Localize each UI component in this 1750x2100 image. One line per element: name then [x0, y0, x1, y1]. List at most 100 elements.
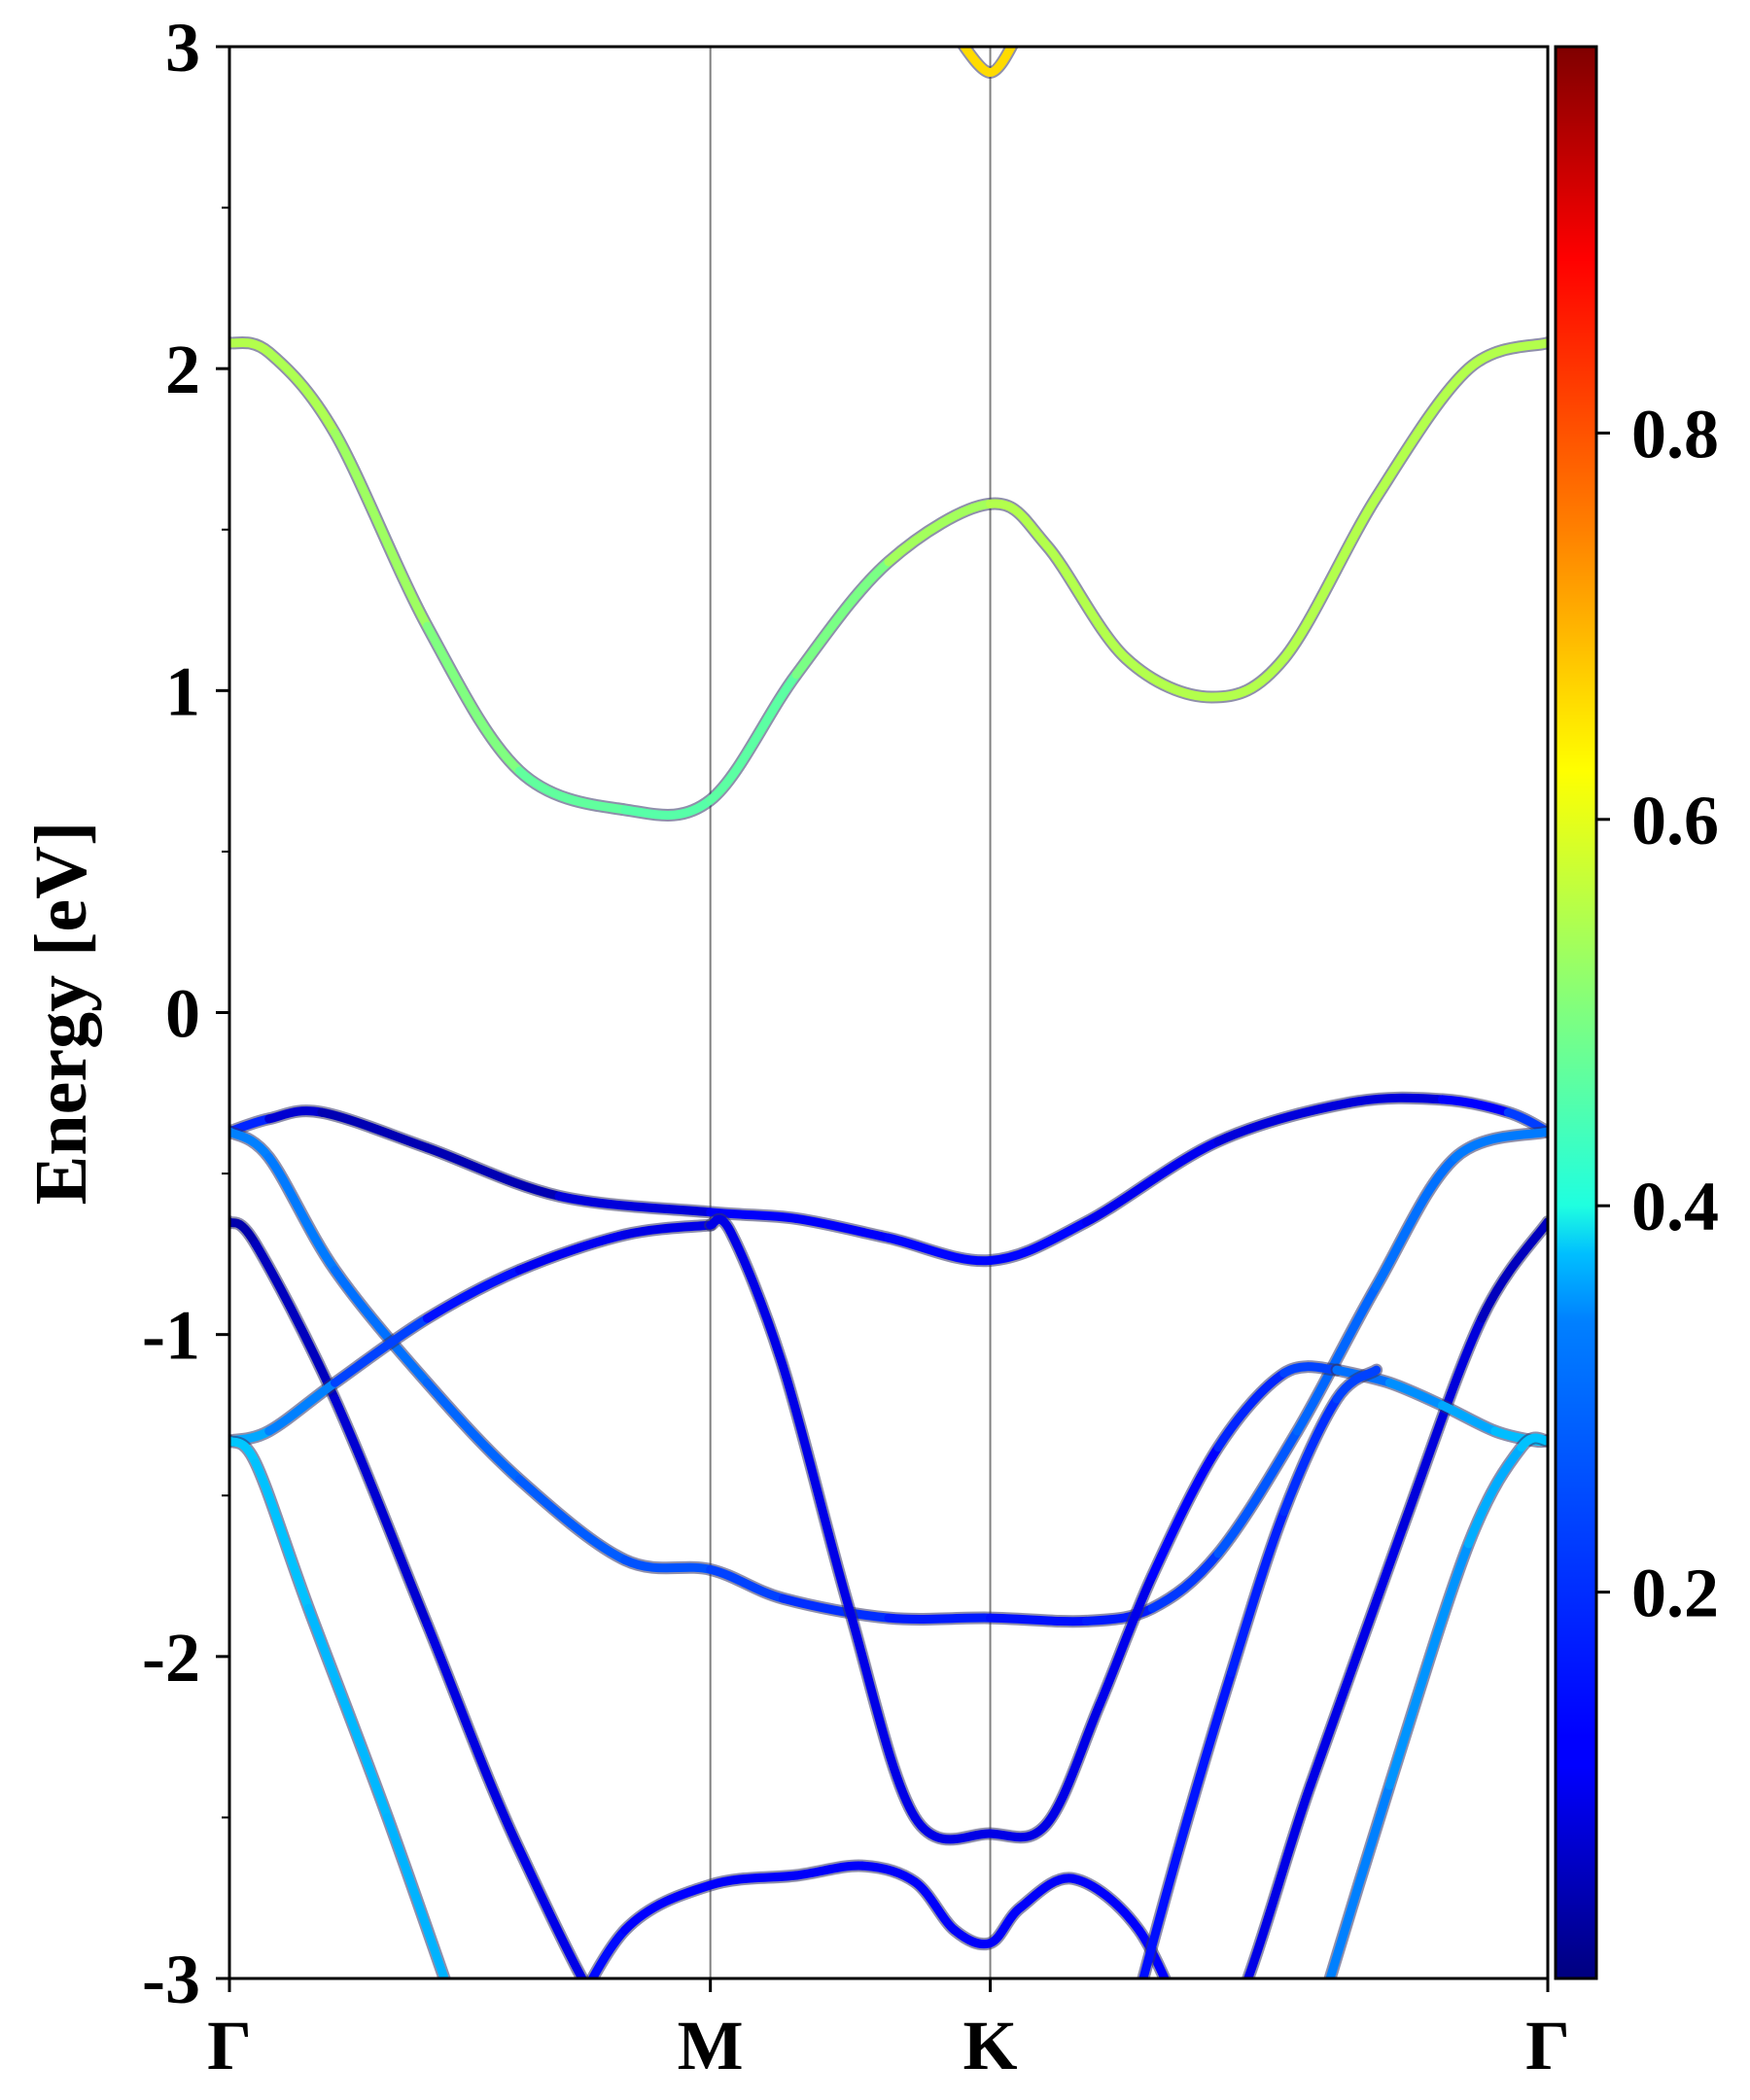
- colorbar-gradient: [1554, 45, 1598, 1980]
- x-tick-label: Γ: [207, 2007, 252, 2084]
- band-segment: [331, 1313, 432, 1387]
- band-segment: [422, 1143, 564, 1201]
- band-segment: [251, 1458, 313, 1613]
- band-segment: [986, 1217, 1091, 1265]
- band-segment: [986, 499, 1052, 550]
- band-band-conduction-high: [957, 47, 1019, 79]
- band-segment: [1126, 2043, 1218, 2062]
- y-axis: -3 -2 -1 0 1 2 3: [142, 9, 229, 2018]
- band-segment: [1207, 653, 1289, 702]
- band-segment: [514, 1845, 587, 1978]
- band-segment: [587, 1925, 630, 1978]
- band-valence-10: [1137, 1363, 1383, 1978]
- band-segment: [1042, 541, 1131, 663]
- band-segment: [950, 1925, 995, 1949]
- band-segment: [1346, 1093, 1447, 1107]
- band-segment: [986, 1819, 1052, 1842]
- band-segment: [1147, 1443, 1223, 1581]
- y-tick-label: 0: [165, 975, 200, 1053]
- band-segment: [303, 1603, 393, 1822]
- band-segment: [1173, 1667, 1237, 1854]
- colorbar-tick-label: 0.8: [1631, 395, 1719, 472]
- band-segment: [779, 1593, 893, 1623]
- band-segment: [1372, 364, 1474, 503]
- colorbar-tick-label: 0.6: [1631, 782, 1719, 859]
- band-segment: [1068, 1873, 1144, 1935]
- band-segment: [422, 1265, 524, 1323]
- band-segment: [1325, 1780, 1394, 1978]
- band-valence-7: [229, 1434, 451, 1978]
- band-segment: [422, 1620, 524, 1854]
- band-segment: [706, 1871, 801, 1890]
- band-segment: [791, 1861, 867, 1880]
- band-segment: [514, 1230, 630, 1275]
- band-segment: [1042, 1700, 1104, 1829]
- band-segment: [706, 1208, 801, 1223]
- band-segment: [1332, 1365, 1382, 1404]
- band-segment: [554, 1191, 716, 1217]
- band-segment: [1438, 1095, 1513, 1117]
- band-segment: [1213, 1426, 1302, 1558]
- colorbar-ticks: 0.2 0.4 0.6 0.8: [1596, 395, 1719, 1632]
- band-segment: [620, 1880, 716, 1935]
- band-segment: [986, 1613, 1091, 1627]
- band-segment: [1213, 1098, 1355, 1146]
- high-symmetry-lines: [709, 47, 992, 1978]
- band-line: [959, 47, 1017, 77]
- band-segment: [1279, 1394, 1342, 1517]
- band-band-conduction-1: [229, 335, 1548, 822]
- band-segment: [1279, 493, 1382, 663]
- band-outline: [229, 335, 1548, 822]
- band-segment: [706, 1214, 735, 1237]
- y-tick-label: 3: [165, 9, 200, 87]
- band-segment: [1292, 1281, 1382, 1436]
- band-segment: [264, 1106, 327, 1124]
- band-segment: [706, 670, 801, 805]
- band-segment: [986, 1903, 1026, 1948]
- band-segment: [317, 1107, 432, 1153]
- band-valence-8: [1323, 1431, 1548, 1978]
- band-segment: [229, 337, 274, 358]
- x-tick-label: K: [963, 2007, 1018, 2084]
- band-segment: [884, 499, 995, 567]
- band-segment: [1306, 1522, 1408, 1790]
- colorbar-tick-label: 0.4: [1631, 1168, 1719, 1245]
- band-segment: [1464, 1443, 1526, 1549]
- band-segment: [331, 428, 432, 631]
- band-valence-9: [585, 1859, 1172, 1978]
- band-segment: [1242, 1780, 1315, 1978]
- band-segment: [1477, 1217, 1548, 1323]
- band-segment: [1464, 338, 1548, 373]
- band-segment: [331, 1394, 432, 1629]
- band-segment: [422, 621, 524, 776]
- band-segment: [514, 1475, 630, 1564]
- x-tick-label: M: [678, 2007, 744, 2084]
- band-segment: [1121, 653, 1216, 702]
- band-segment: [1372, 1153, 1460, 1291]
- band-segment: [884, 1613, 995, 1624]
- y-tick-label: -2: [142, 1619, 200, 1697]
- band-segment: [725, 1227, 788, 1372]
- band-segment: [791, 1213, 893, 1242]
- band-segment: [1081, 1137, 1223, 1227]
- band-segment: [1384, 1539, 1474, 1790]
- band-segment: [1147, 1549, 1223, 1613]
- band-segment: [264, 348, 339, 438]
- band-segment: [1081, 1603, 1157, 1626]
- bands: [229, 47, 1548, 2062]
- y-tick-label: -1: [142, 1297, 200, 1375]
- band-segment: [1213, 1368, 1289, 1452]
- band-outline: [1323, 1431, 1548, 1978]
- band-segment: [1016, 1873, 1078, 1912]
- band-segment: [791, 557, 893, 680]
- band-segment: [620, 795, 716, 820]
- y-tick-label: 2: [165, 331, 200, 408]
- band-segment: [422, 1378, 524, 1485]
- band-segment: [884, 1233, 995, 1266]
- band-valence-5: [704, 1212, 1344, 1846]
- band-segment: [1438, 1401, 1500, 1436]
- band-segment: [229, 1127, 274, 1162]
- colorbar-tick-label: 0.2: [1631, 1555, 1719, 1632]
